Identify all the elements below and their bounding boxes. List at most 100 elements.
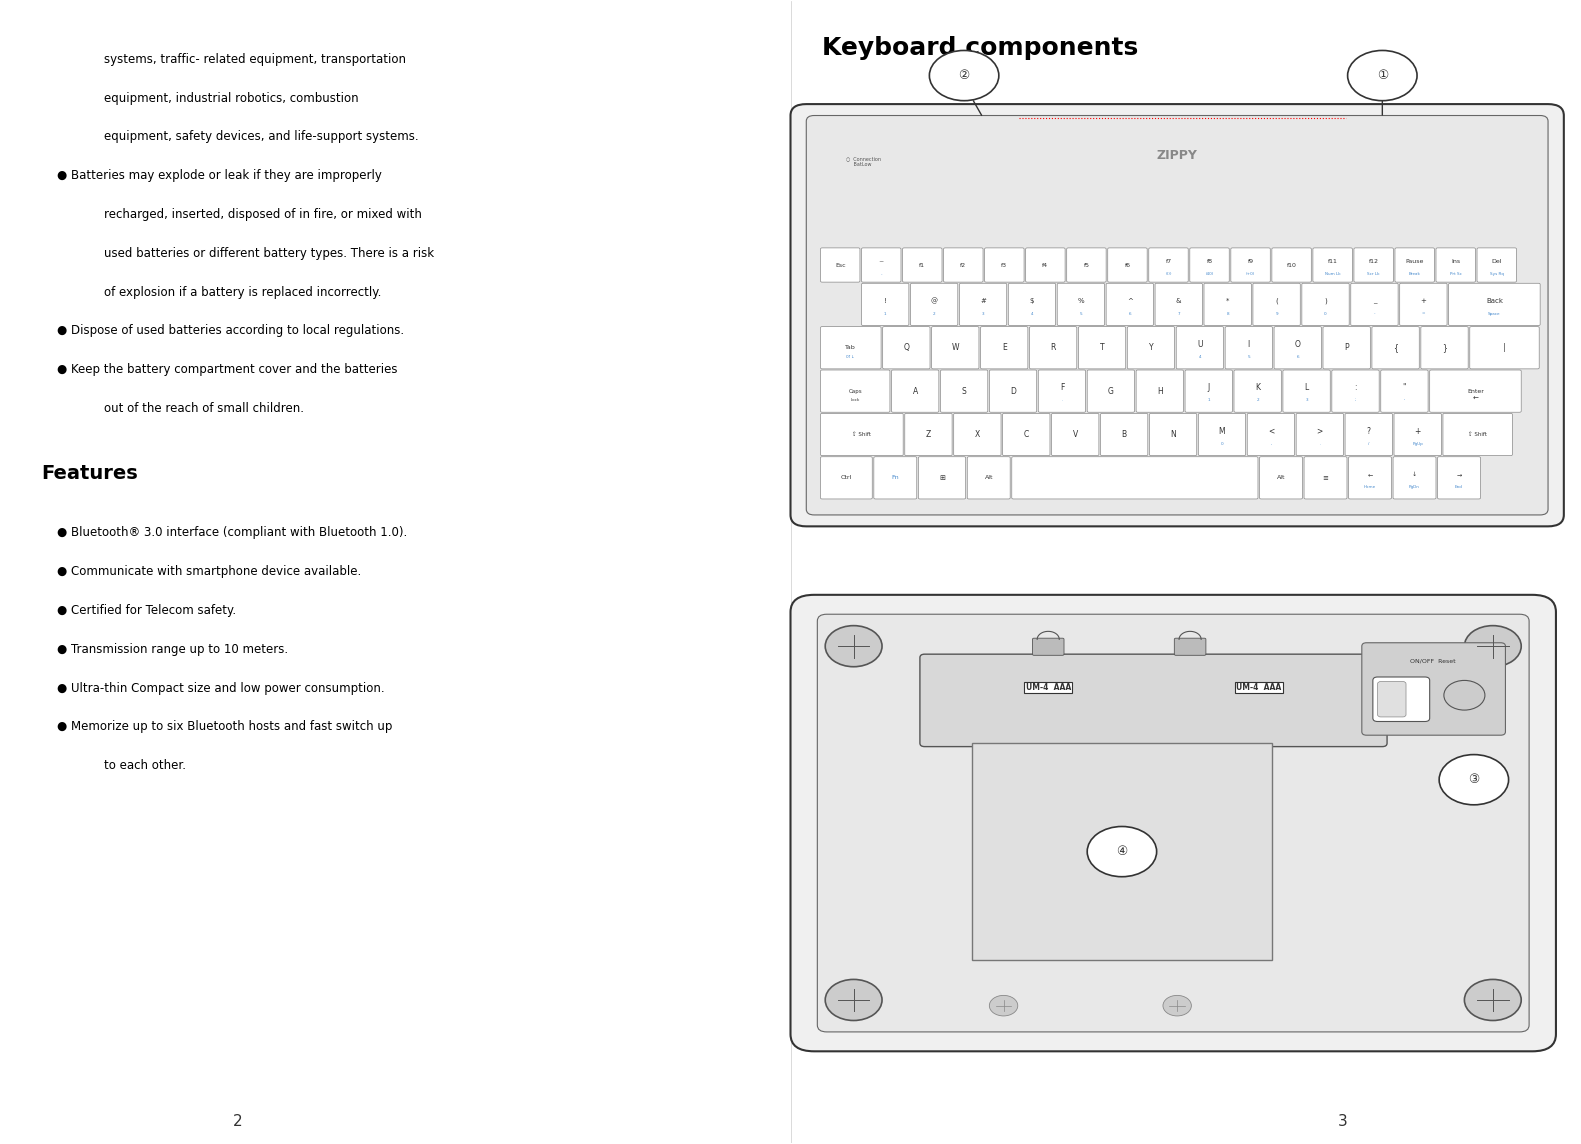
FancyBboxPatch shape [1127,327,1175,368]
Text: ←: ← [1368,472,1372,477]
FancyBboxPatch shape [1190,248,1230,283]
Text: ⇧ Shift: ⇧ Shift [852,432,871,437]
Circle shape [825,979,882,1020]
Text: }: } [1442,343,1447,352]
Circle shape [1164,995,1192,1016]
FancyBboxPatch shape [1149,248,1189,283]
Text: <: < [1268,427,1274,436]
FancyBboxPatch shape [1443,413,1513,455]
FancyBboxPatch shape [1029,327,1077,368]
Text: recharged, inserted, disposed of in fire, or mixed with: recharged, inserted, disposed of in fire… [104,208,422,221]
Circle shape [1088,826,1157,876]
Text: f11: f11 [1328,259,1338,264]
FancyBboxPatch shape [1380,370,1428,412]
Text: f2: f2 [960,262,966,268]
Text: f4: f4 [1042,262,1048,268]
Text: ● Certified for Telecom safety.: ● Certified for Telecom safety. [57,604,236,617]
FancyBboxPatch shape [1149,413,1197,455]
FancyBboxPatch shape [1186,370,1233,412]
Text: f12: f12 [1369,259,1379,264]
FancyBboxPatch shape [1026,248,1066,283]
Text: Lock: Lock [851,398,860,402]
Text: #: # [980,297,987,304]
FancyBboxPatch shape [903,248,942,283]
Text: ● Keep the battery compartment cover and the batteries: ● Keep the battery compartment cover and… [57,363,397,376]
Text: Num Lk: Num Lk [1325,272,1341,276]
FancyBboxPatch shape [1312,248,1352,283]
Text: equipment, industrial robotics, combustion: equipment, industrial robotics, combusti… [104,92,359,104]
Text: out of the reach of small children.: out of the reach of small children. [104,402,304,415]
Text: 0↑↓: 0↑↓ [846,355,855,358]
FancyBboxPatch shape [1429,370,1521,412]
Text: UM-4  AAA: UM-4 AAA [1026,683,1070,692]
Text: 1: 1 [1208,398,1209,403]
Text: B: B [1121,430,1127,439]
Text: T: T [1100,343,1105,352]
FancyBboxPatch shape [1470,327,1540,368]
FancyBboxPatch shape [1137,370,1184,412]
Text: 1: 1 [884,311,887,316]
Text: ⊞: ⊞ [939,475,945,480]
Circle shape [930,50,999,101]
FancyBboxPatch shape [960,284,1007,326]
Text: ~: ~ [879,259,884,264]
FancyBboxPatch shape [1394,413,1442,455]
Text: |: | [1504,343,1505,352]
Text: ● Batteries may explode or leak if they are improperly: ● Batteries may explode or leak if they … [57,169,381,182]
Text: UM-4  AAA: UM-4 AAA [1236,683,1281,692]
FancyBboxPatch shape [1009,284,1056,326]
Circle shape [990,995,1018,1016]
FancyBboxPatch shape [1094,747,1205,784]
Text: Del: Del [1491,259,1502,264]
FancyBboxPatch shape [1353,248,1393,283]
FancyBboxPatch shape [1477,248,1516,283]
Text: f9: f9 [1247,259,1254,264]
FancyBboxPatch shape [1399,284,1447,326]
Text: 6: 6 [1296,355,1300,359]
FancyBboxPatch shape [920,654,1387,747]
Text: (40): (40) [1205,272,1214,276]
FancyBboxPatch shape [821,413,903,455]
FancyBboxPatch shape [1260,456,1303,499]
Text: 3: 3 [1306,398,1307,403]
FancyBboxPatch shape [1421,327,1469,368]
Text: N: N [1170,430,1176,439]
FancyBboxPatch shape [1296,413,1344,455]
Text: Caps: Caps [849,389,862,394]
Text: Enter: Enter [1467,389,1485,394]
Text: Prt Sc: Prt Sc [1450,272,1462,276]
FancyBboxPatch shape [1345,413,1393,455]
Text: H: H [1157,387,1162,396]
Text: f1: f1 [919,262,925,268]
Text: 3: 3 [1338,1114,1347,1129]
Text: E: E [1002,343,1007,352]
FancyBboxPatch shape [1331,370,1379,412]
Text: _: _ [1372,297,1375,304]
Text: Q: Q [903,343,909,352]
Text: ①: ① [1377,69,1388,82]
Text: O: O [1295,340,1301,349]
Circle shape [1464,626,1521,667]
Text: C: C [1023,430,1029,439]
Text: ○  Connection
     BatLow: ○ Connection BatLow [846,156,881,167]
Text: :: : [1355,383,1356,392]
Text: ≡: ≡ [1323,475,1328,480]
FancyBboxPatch shape [1205,284,1251,326]
Text: of explosion if a battery is replaced incorrectly.: of explosion if a battery is replaced in… [104,286,381,299]
Text: 0: 0 [1221,442,1224,446]
Text: $: $ [1029,297,1034,304]
Text: ←: ← [1472,396,1478,402]
Text: G: G [1108,387,1115,396]
Text: systems, traffic- related equipment, transportation: systems, traffic- related equipment, tra… [104,53,406,65]
FancyBboxPatch shape [817,614,1529,1032]
Text: L: L [1304,383,1309,392]
Text: Alt: Alt [1277,476,1285,480]
FancyBboxPatch shape [1051,413,1099,455]
Text: 7: 7 [1178,311,1179,316]
FancyBboxPatch shape [1067,248,1107,283]
Text: PgDn: PgDn [1409,485,1420,488]
FancyBboxPatch shape [1436,248,1475,283]
Text: %: % [1078,297,1085,304]
Text: 4: 4 [1198,355,1202,359]
Text: 2: 2 [234,1114,243,1129]
